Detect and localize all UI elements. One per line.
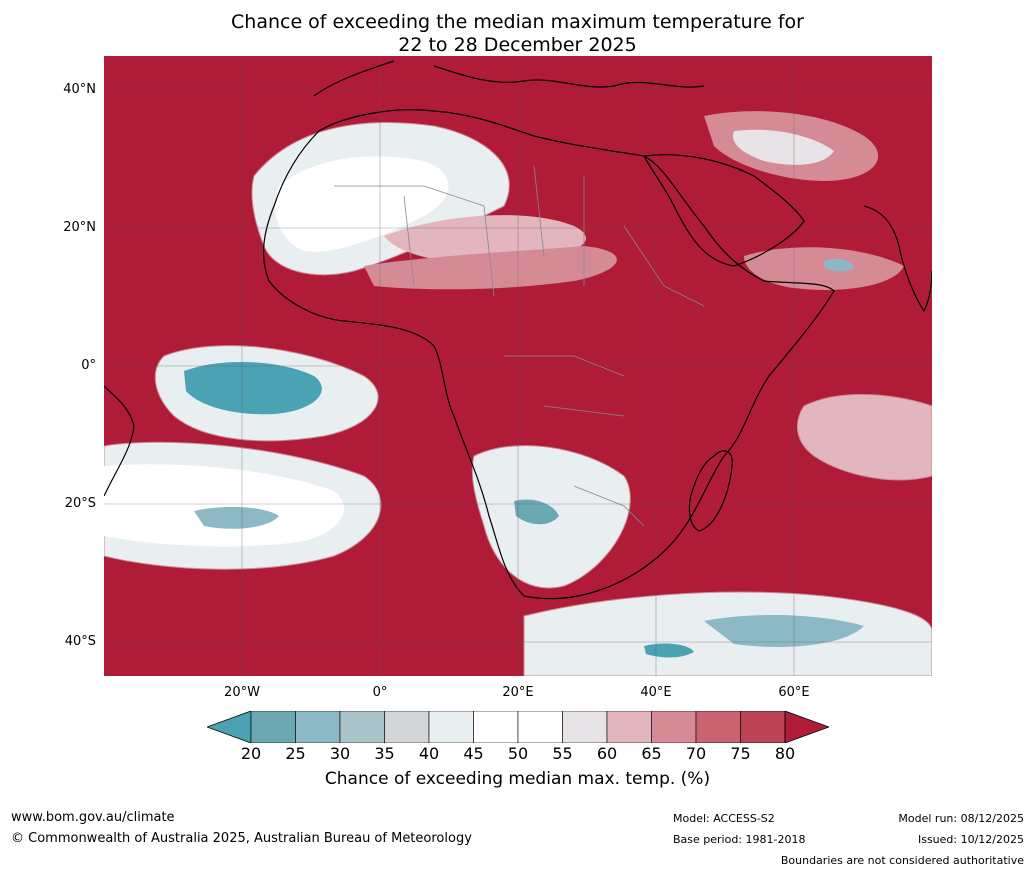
- map-title-line-2: 22 to 28 December 2025: [398, 34, 637, 56]
- lat-label-40s: 40°S: [64, 634, 96, 649]
- colorbar-high-arrow: [784, 711, 829, 743]
- colorbar-bin-25-30: [295, 711, 341, 743]
- footer-base-period: Base period: 1981-2018: [673, 833, 806, 846]
- south-america-coastline: [104, 385, 135, 497]
- lon-label-40e: 40°E: [640, 685, 672, 700]
- region-arabian-sea-blue: [824, 258, 854, 272]
- colorbar-label: Chance of exceeding median max. temp. (%…: [324, 769, 711, 789]
- country-borders: [334, 165, 705, 527]
- colorbar-tick-40: 40: [418, 744, 440, 763]
- graticule: [104, 56, 932, 676]
- lat-label-20n: 20°N: [63, 220, 96, 235]
- footer-model-run: Model run: 08/12/2025: [898, 812, 1024, 825]
- lon-label-20w: 20°W: [224, 685, 260, 700]
- region-atlantic-equatorial-blue: [184, 361, 322, 415]
- colorbar-bin-55-60: [562, 711, 608, 743]
- region-southern-africa-blue: [514, 499, 559, 525]
- colorbar-tick-45: 45: [463, 744, 484, 763]
- region-middle-east-light: [733, 129, 834, 165]
- colorbar-tick-70: 70: [685, 744, 707, 763]
- region-southern-ocean-blue-2: [644, 643, 694, 658]
- europe-coastline: [313, 60, 705, 97]
- colorbar-bin-65-70: [651, 711, 697, 743]
- lat-label-40n: 40°N: [63, 82, 96, 97]
- colorbar-bin-35-40: [384, 711, 430, 743]
- region-south-atlantic-white: [104, 464, 344, 547]
- forecast-map: [104, 56, 932, 676]
- colorbar-bin-45-50: [473, 711, 519, 743]
- forecast-map-svg: [104, 56, 932, 676]
- lon-label-20e: 20°E: [502, 685, 534, 700]
- colorbar-tick-25: 25: [285, 744, 306, 763]
- colorbar-bin-50-55: [517, 711, 563, 743]
- madagascar-coastline: [688, 450, 733, 532]
- footer-issued: Issued: 10/12/2025: [917, 833, 1024, 846]
- colorbar-tick-55: 55: [552, 744, 573, 763]
- arabian-peninsula-coastline: [643, 154, 805, 267]
- colorbar-tick-65: 65: [641, 744, 662, 763]
- india-coastline: [863, 205, 932, 313]
- footer-copyright: © Commonwealth of Australia 2025, Austra…: [11, 831, 472, 846]
- region-southern-ocean-blue: [704, 614, 864, 647]
- footer-disclaimer: Boundaries are not considered authoritat…: [780, 854, 1024, 867]
- map-title-line-1: Chance of exceeding the median maximum t…: [231, 11, 804, 33]
- region-arabian-sea-pink: [744, 247, 904, 290]
- colorbar: [207, 711, 829, 743]
- colorbar-bin-20-25: [250, 711, 296, 743]
- africa-coastline: [263, 109, 835, 600]
- colorbar-tick-20: 20: [240, 744, 262, 763]
- lat-label-0: 0°: [81, 358, 96, 373]
- lat-label-20s: 20°S: [64, 496, 96, 511]
- colorbar-tick-50: 50: [507, 744, 529, 763]
- lon-label-0: 0°: [372, 685, 388, 700]
- region-sahel-pink: [364, 246, 617, 290]
- colorbar-bin-30-35: [339, 711, 385, 743]
- colorbar-tick-60: 60: [596, 744, 618, 763]
- footer-website-link[interactable]: www.bom.gov.au/climate: [11, 810, 175, 825]
- colorbar-bin-75-80: [740, 711, 786, 743]
- colorbar-tick-75: 75: [730, 744, 751, 763]
- colorbar-bin-60-65: [606, 711, 652, 743]
- region-indian-ocean-pink: [796, 393, 932, 481]
- region-south-atlantic-blue: [194, 506, 279, 529]
- colorbar-low-arrow: [207, 711, 252, 743]
- colorbar-tick-30: 30: [329, 744, 351, 763]
- colorbar-bin-70-75: [695, 711, 741, 743]
- colorbar-tick-80: 80: [774, 744, 796, 763]
- lon-label-60e: 60°E: [778, 685, 810, 700]
- colorbar-bin-40-45: [428, 711, 474, 743]
- colorbar-tick-35: 35: [374, 744, 395, 763]
- footer-model: Model: ACCESS-S2: [673, 812, 775, 825]
